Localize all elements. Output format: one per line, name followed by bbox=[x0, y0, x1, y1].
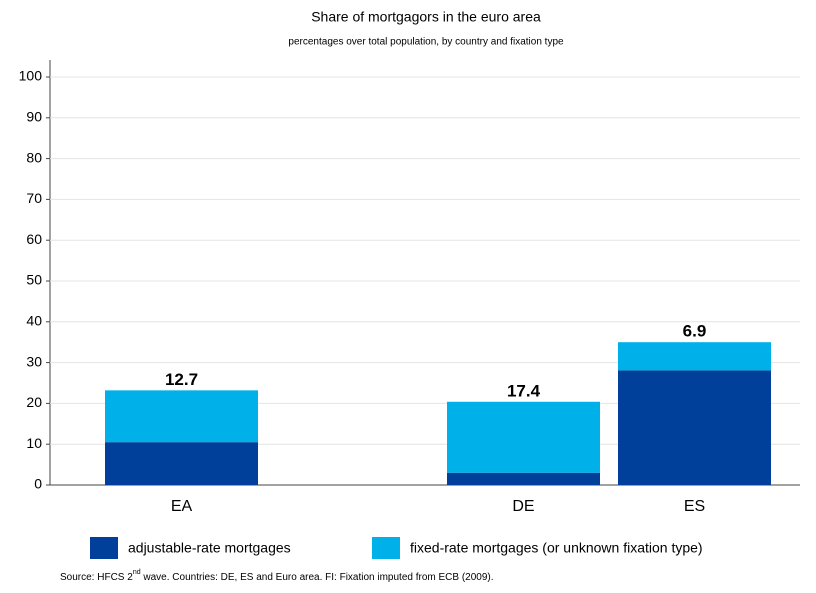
y-tick-label: 60 bbox=[26, 231, 42, 247]
bar-segment bbox=[447, 472, 600, 485]
source-note: Source: HFCS 2nd wave. Countries: DE, ES… bbox=[60, 569, 494, 583]
legend-label: fixed-rate mortgages (or unknown fixatio… bbox=[410, 540, 703, 556]
y-tick-label: 40 bbox=[26, 313, 42, 329]
value-label: 17.4 bbox=[507, 381, 541, 400]
x-tick-label: ES bbox=[684, 498, 705, 515]
value-label: 6.9 bbox=[683, 322, 707, 341]
y-tick-label: 90 bbox=[26, 109, 42, 125]
y-tick-label: 0 bbox=[34, 476, 42, 492]
y-tick-label: 10 bbox=[26, 435, 42, 451]
bar-segment bbox=[447, 401, 600, 473]
legend-label: adjustable-rate mortgages bbox=[128, 540, 291, 556]
bar-segment bbox=[618, 370, 771, 485]
y-tick-label: 100 bbox=[19, 68, 43, 84]
bar-segment bbox=[105, 390, 258, 443]
value-label: 12.7 bbox=[165, 370, 198, 389]
legend-swatch bbox=[90, 537, 118, 559]
y-tick-label: 80 bbox=[26, 149, 42, 165]
y-tick-label: 20 bbox=[26, 394, 42, 410]
y-tick-label: 30 bbox=[26, 353, 42, 369]
y-tick-label: 50 bbox=[26, 272, 42, 288]
chart-title: Share of mortgagors in the euro area bbox=[311, 9, 541, 25]
x-tick-label: DE bbox=[512, 498, 534, 515]
source-part: wave. Countries: DE, ES and Euro area. F… bbox=[141, 572, 494, 583]
y-tick-label: 70 bbox=[26, 190, 42, 206]
chart-subtitle: percentages over total population, by co… bbox=[288, 37, 564, 48]
bar-segment bbox=[618, 342, 771, 371]
x-tick-label: EA bbox=[171, 498, 193, 515]
bar-segment bbox=[105, 442, 258, 485]
source-part: Source: HFCS 2 bbox=[60, 572, 133, 583]
legend-swatch bbox=[372, 537, 400, 559]
source-superscript: nd bbox=[133, 569, 141, 576]
